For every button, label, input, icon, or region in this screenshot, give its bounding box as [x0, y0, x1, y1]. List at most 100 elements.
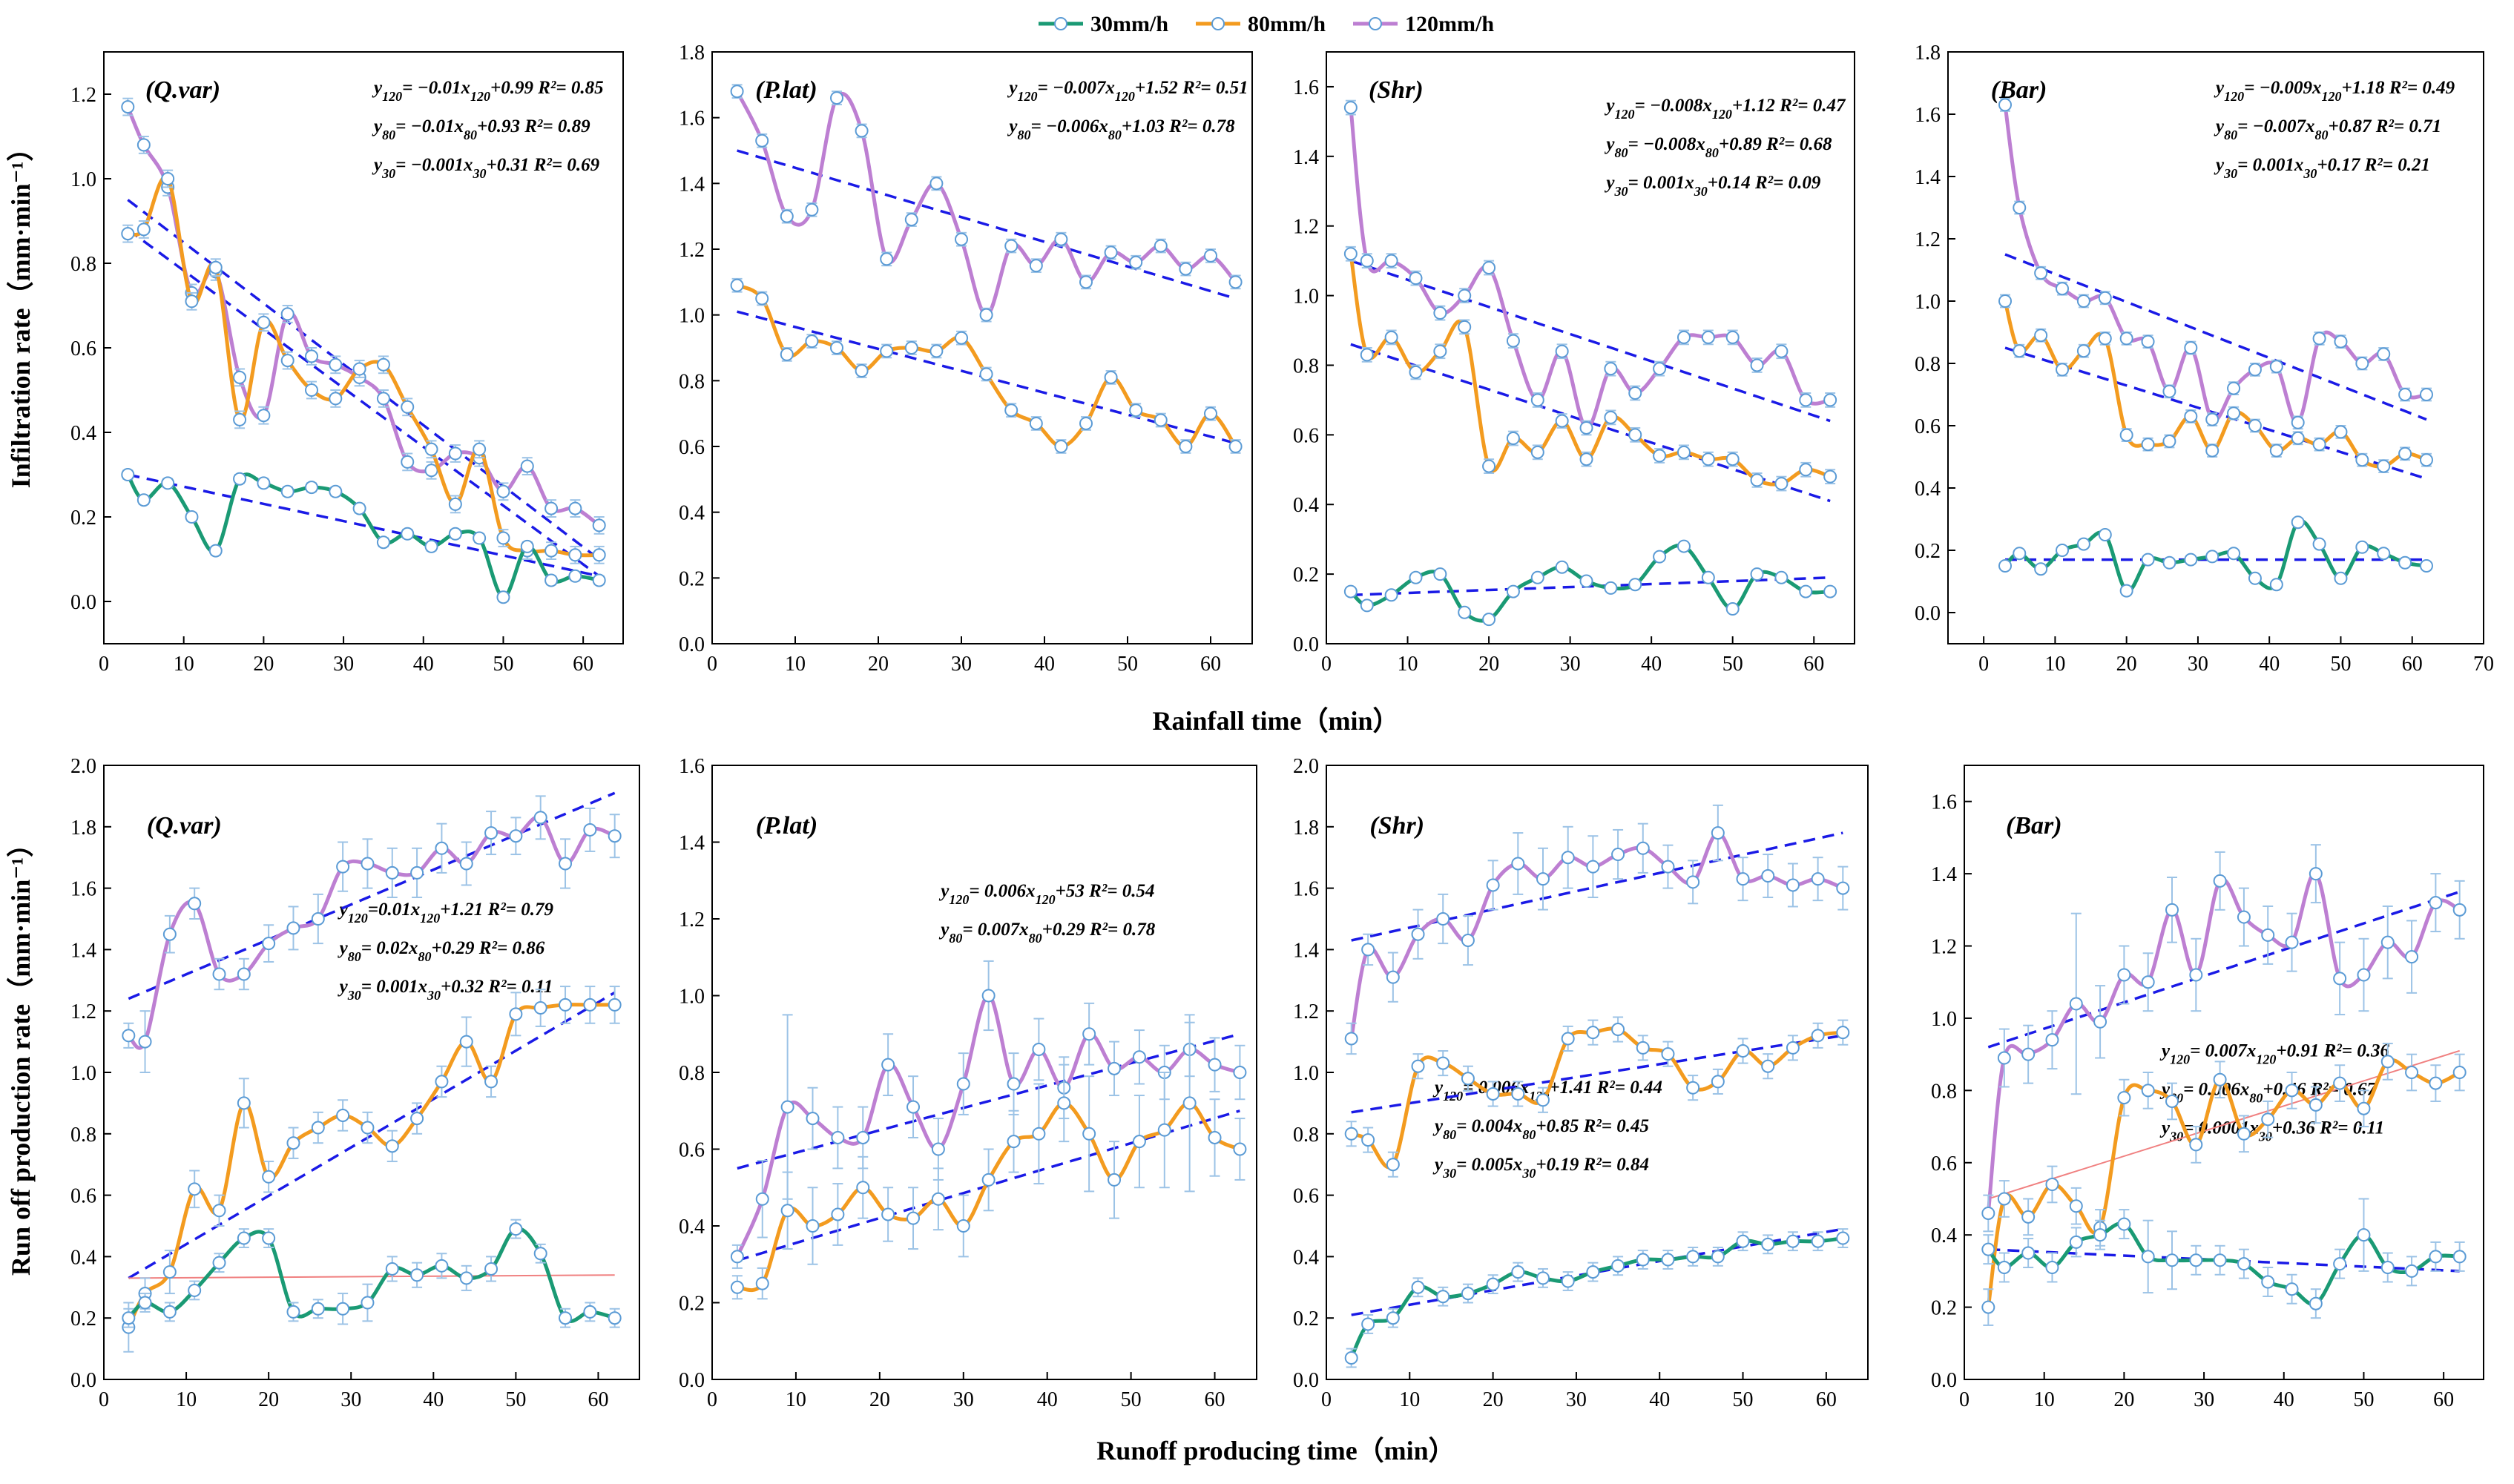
- data-point-80mm-h: [1208, 1130, 1222, 1144]
- data-point-120mm-h: [2312, 332, 2326, 346]
- data-point-30mm-h: [1998, 559, 2013, 573]
- data-point-30mm-h: [1579, 574, 1593, 588]
- data-point-120mm-h: [1725, 330, 1740, 344]
- fit-equation: y30= 0.005x30+0.19 R²= 0.84: [1432, 1155, 1649, 1181]
- data-point-120mm-h: [904, 213, 918, 227]
- data-point-80mm-h: [2117, 1091, 2131, 1105]
- data-point-80mm-h: [880, 344, 894, 358]
- data-point-30mm-h: [1701, 570, 1715, 584]
- y-tick-label: 0.0: [679, 633, 705, 656]
- fit-equation: y120= −0.009x120+1.18 R²= 0.49: [2214, 78, 2455, 104]
- data-point-120mm-h: [2013, 201, 2027, 214]
- y-tick-label: 1.0: [1293, 286, 1319, 309]
- x-tick-label: 40: [2274, 1388, 2294, 1411]
- data-point-30mm-h: [509, 1222, 523, 1236]
- equation-subscript: 30: [427, 988, 441, 1003]
- data-point-80mm-h: [881, 1207, 895, 1221]
- data-point-30mm-h: [1811, 1234, 1825, 1248]
- data-point-120mm-h: [955, 232, 968, 246]
- data-point-80mm-h: [329, 392, 343, 406]
- equation-text: = 0.004: [1456, 1116, 1513, 1136]
- plot-frame: [711, 765, 1257, 1380]
- data-point-80mm-h: [2380, 1055, 2395, 1069]
- data-point-30mm-h: [1458, 605, 1472, 619]
- data-point-30mm-h: [2261, 1275, 2275, 1289]
- data-point-120mm-h: [2355, 357, 2369, 370]
- data-point-30mm-h: [2377, 547, 2391, 561]
- data-point-120mm-h: [1228, 275, 1243, 289]
- data-point-30mm-h: [2405, 1264, 2419, 1278]
- data-point-120mm-h: [1179, 262, 1193, 276]
- plot-frame: [1326, 765, 1869, 1380]
- data-point-120mm-h: [257, 409, 271, 423]
- series-line-120mm-h: [2003, 105, 2427, 425]
- equation-text: +0.31 R²= 0.69: [487, 155, 600, 175]
- data-point-120mm-h: [1555, 344, 1569, 358]
- equation-text: y: [1007, 116, 1018, 136]
- data-point-80mm-h: [2429, 1076, 2443, 1090]
- data-point-80mm-h: [1701, 452, 1715, 466]
- data-point-30mm-h: [559, 1311, 573, 1325]
- y-tick-label: 0.2: [679, 1293, 705, 1316]
- y-tick-label: 0.2: [1931, 1297, 1957, 1320]
- equation-subscript: 30: [473, 166, 487, 181]
- panel-label: (P.lat): [756, 812, 817, 840]
- data-point-120mm-h: [1661, 860, 1675, 874]
- x-tick-label: 20: [1478, 653, 1499, 676]
- x-tick-label: 0: [1978, 653, 1989, 676]
- y-tick-label: 1.6: [679, 755, 705, 778]
- equation-subscript: 80: [1029, 931, 1042, 946]
- equation-text: y: [338, 977, 349, 997]
- data-point-30mm-h: [1384, 588, 1398, 602]
- data-point-30mm-h: [237, 1231, 251, 1245]
- data-point-30mm-h: [361, 1296, 375, 1310]
- y-tick-label: 1.0: [679, 305, 705, 328]
- equation-subscript: 120: [2256, 1052, 2276, 1066]
- data-point-30mm-h: [2056, 544, 2070, 557]
- data-point-120mm-h: [2333, 972, 2347, 986]
- data-point-30mm-h: [1774, 570, 1789, 584]
- panel-infiltration-plat: 0 10 20 30 40 50 60 0.0 0.2 0.4 0.6 0.8 1.0 1.2 1.4 1.6…: [679, 42, 1253, 676]
- data-point-80mm-h: [1711, 1075, 1725, 1089]
- panel-label: (Bar): [2006, 812, 2062, 840]
- data-point-120mm-h: [1786, 878, 1800, 892]
- x-tick-label: 30: [953, 1388, 974, 1411]
- legend-label: 30mm/h: [1090, 12, 1168, 36]
- equation-subscript: 120: [1018, 89, 1038, 104]
- panel-runoff-qvar: 0 10 20 30 40 50 60 0.0 0.2 0.4 0.6 0.8 1.0 1.2 1.4 1.6…: [70, 755, 640, 1411]
- data-point-120mm-h: [2309, 867, 2323, 881]
- data-point-80mm-h: [1108, 1173, 1122, 1187]
- data-point-80mm-h: [1799, 463, 1813, 477]
- data-point-80mm-h: [559, 997, 573, 1012]
- data-point-120mm-h: [2398, 388, 2412, 401]
- data-point-120mm-h: [286, 921, 300, 935]
- data-point-120mm-h: [1360, 254, 1374, 268]
- x-tick-label: 50: [2353, 1388, 2374, 1411]
- data-point-120mm-h: [233, 370, 247, 384]
- data-point-80mm-h: [509, 1007, 523, 1021]
- data-point-120mm-h: [1998, 98, 2013, 112]
- data-point-30mm-h: [1799, 584, 1813, 598]
- equation-text: x: [2240, 1079, 2250, 1099]
- equation-text: = −0.009: [2244, 78, 2312, 98]
- data-point-80mm-h: [1823, 469, 1837, 484]
- y-tick-label: 0.2: [70, 507, 96, 530]
- equation-text: y: [372, 78, 383, 98]
- equation-text: x: [1513, 1155, 1523, 1175]
- data-point-120mm-h: [1811, 872, 1825, 886]
- data-point-120mm-h: [1108, 1061, 1122, 1075]
- data-point-80mm-h: [1628, 428, 1642, 442]
- equation-subscript: 120: [2224, 89, 2244, 104]
- x-tick-label: 30: [951, 653, 972, 676]
- y-tick-label: 0.4: [1915, 478, 1941, 501]
- data-point-80mm-h: [424, 442, 438, 456]
- data-point-120mm-h: [435, 841, 449, 855]
- data-point-80mm-h: [136, 222, 151, 237]
- data-point-30mm-h: [2355, 540, 2369, 554]
- data-point-80mm-h: [956, 1219, 970, 1233]
- data-point-30mm-h: [1506, 584, 1520, 598]
- data-point-120mm-h: [583, 822, 597, 837]
- equation-subscript: 30: [2223, 166, 2237, 181]
- y-tick-label: 0.2: [70, 1307, 96, 1330]
- y-tick-label: 1.2: [1293, 216, 1319, 239]
